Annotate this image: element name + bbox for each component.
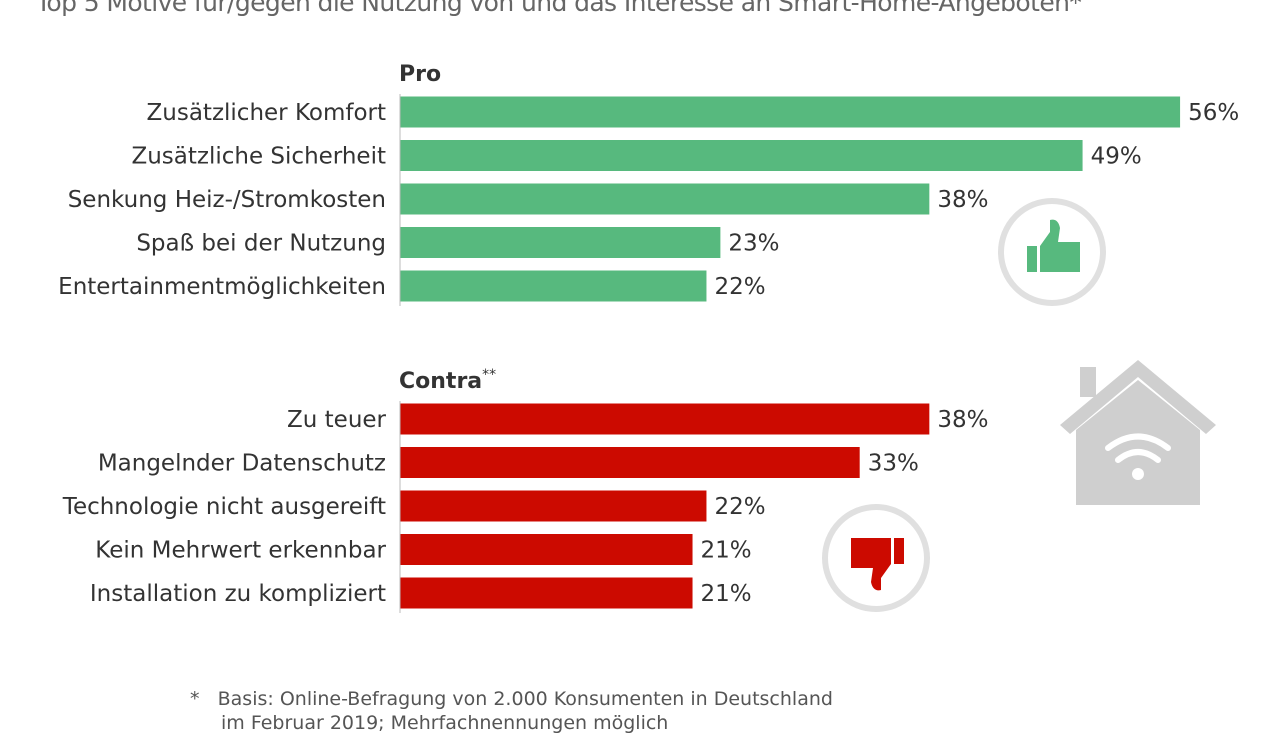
bar: [400, 270, 707, 302]
bar-group-contra: Contra** Zu teuer 38% Mangelnder Datenschut…: [62, 367, 988, 613]
bar: [400, 490, 707, 522]
data-label: 23%: [728, 231, 779, 257]
bar: [400, 577, 693, 609]
thumbs-down-icon: [822, 504, 930, 612]
data-label: 49%: [1091, 144, 1142, 170]
data-label: 38%: [937, 407, 988, 433]
thumbs-up-icon: [998, 198, 1106, 306]
footnote-line1: * Basis: Online-Befragung von 2.000 Kons…: [190, 688, 833, 710]
category-label: Technologie nicht ausgereift: [62, 494, 386, 520]
bar: [400, 447, 860, 478]
category-label: Kein Mehrwert erkennbar: [95, 538, 386, 564]
bar: [400, 140, 1083, 171]
chart-title: Top 5 Motive für/gegen die Nutzung von u…: [36, 0, 1082, 17]
category-label: Installation zu kompliziert: [90, 581, 386, 607]
bar-group-pro: Pro Zusätzlicher Komfort 56% Zusätzliche Si…: [58, 62, 1239, 306]
category-label: Mangelnder Datenschutz: [98, 451, 386, 477]
bar: [400, 227, 721, 258]
category-label: Entertainmentmöglichkeiten: [58, 274, 386, 300]
data-label: 22%: [714, 494, 765, 520]
data-label: 38%: [937, 187, 988, 213]
footnote-line2: im Februar 2019; Mehrfachnennungen mögli…: [221, 712, 669, 734]
footnote-text: Basis: Online-Befragung von 2.000 Konsum…: [217, 688, 833, 710]
data-label: 21%: [701, 581, 752, 607]
group-title: Contra**: [399, 367, 496, 394]
category-label: Senkung Heiz-/Stromkosten: [68, 187, 386, 213]
bar: [400, 403, 930, 435]
bar: [400, 183, 930, 215]
footnote-marker: *: [190, 688, 200, 710]
smart-home-wifi-icon: [1060, 360, 1216, 505]
group-title: Pro: [399, 62, 441, 87]
bar: [400, 96, 1181, 128]
bar: [400, 534, 693, 565]
category-label: Zusätzlicher Komfort: [147, 100, 386, 126]
data-label: 33%: [868, 451, 919, 477]
category-label: Spaß bei der Nutzung: [136, 231, 386, 257]
data-label: 21%: [701, 538, 752, 564]
data-label: 56%: [1188, 100, 1239, 126]
data-label: 22%: [714, 274, 765, 300]
category-label: Zu teuer: [287, 407, 387, 433]
category-label: Zusätzliche Sicherheit: [131, 144, 386, 170]
